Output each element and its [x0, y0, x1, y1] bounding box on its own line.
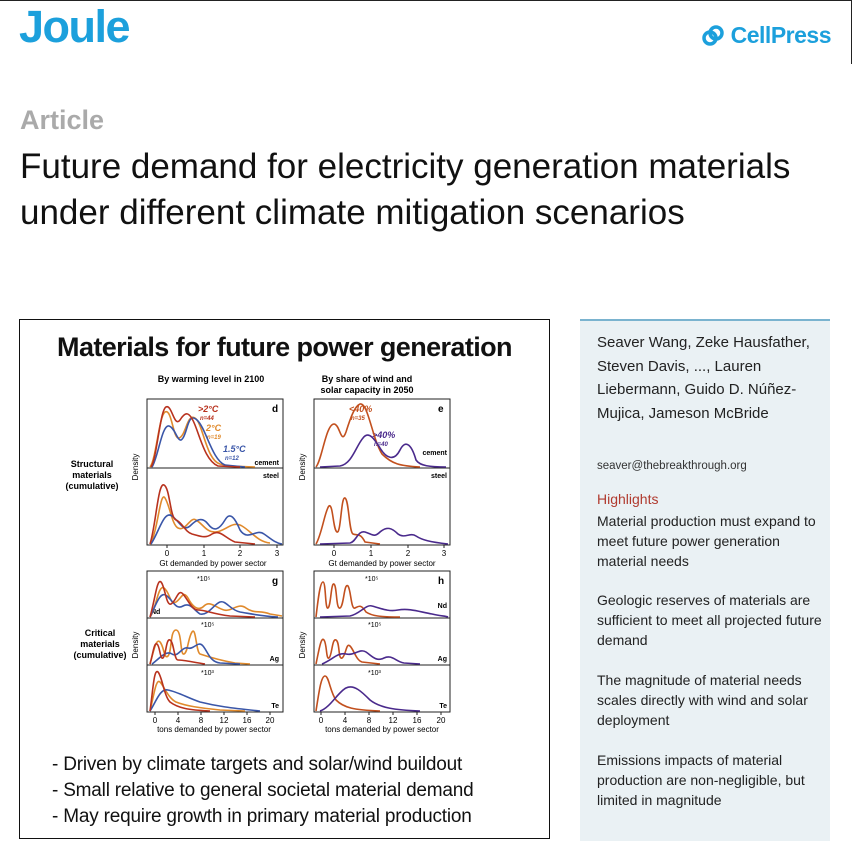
legend-lt40-n: n=35 — [351, 416, 366, 422]
key-point: - Driven by climate targets and solar/wi… — [52, 754, 463, 775]
row-structural-2: materials — [72, 470, 112, 480]
x-label-h: tons demanded by power sector — [325, 725, 439, 734]
highlight-item: Emissions impacts of material production… — [597, 752, 805, 808]
article-type: Article — [20, 105, 105, 135]
tick-h-3: 12 — [389, 716, 398, 725]
legend-15c-n: n=12 — [225, 456, 240, 462]
row-critical-3: (cumulative) — [73, 650, 126, 660]
density-plots: By warming level in 2100 By share of win… — [65, 374, 451, 734]
panel-g-te — [146, 664, 284, 713]
y-label-d: Density — [131, 454, 140, 481]
key-point: - Small relative to general societal mat… — [52, 780, 474, 801]
panel-letter-h: h — [438, 576, 444, 587]
tick-e-1: 1 — [369, 549, 374, 558]
legend-2c-label: 2°C — [205, 423, 222, 433]
legend-gt2-n: n=44 — [200, 416, 215, 422]
tick-g-5: 20 — [266, 716, 275, 725]
label-ag-h: Ag — [438, 656, 447, 663]
legend-lt40-label: <40% — [349, 404, 372, 414]
author-list[interactable]: Seaver Wang, Zeke Hausfather, Steven Dav… — [597, 334, 810, 422]
label-te-h: Te — [439, 703, 447, 710]
cellpress-icon — [701, 24, 724, 46]
label-ag-g: Ag — [270, 656, 279, 663]
tick-e-2: 2 — [406, 549, 411, 558]
panel-e-steel — [313, 467, 451, 546]
label-te-g: Te — [271, 703, 279, 710]
label-steel-d: steel — [263, 473, 279, 480]
publisher-name: CellPress — [730, 22, 832, 48]
top-border — [0, 0, 852, 1]
y-label-e: Density — [298, 454, 307, 481]
legend-gt40-label: >40% — [372, 430, 395, 440]
tick-g-2: 8 — [199, 716, 204, 725]
tick-g-4: 16 — [243, 716, 252, 725]
mult-te-h: *10³ — [368, 670, 382, 677]
row-structural-1: Structural — [71, 459, 114, 469]
panel-h-te — [313, 664, 451, 713]
x-label-d: Gt demanded by power sector — [159, 559, 267, 568]
tick-g-0: 0 — [153, 716, 158, 725]
tick-d-2: 2 — [238, 549, 243, 558]
highlights-heading: Highlights — [597, 491, 659, 507]
key-point: - May require growth in primary material… — [52, 806, 472, 827]
panel-h-nd — [313, 570, 451, 619]
tick-h-2: 8 — [367, 716, 372, 725]
x-label-g: tons demanded by power sector — [157, 725, 271, 734]
highlight-item: Geologic reserves of materials are suffi… — [597, 592, 822, 648]
highlight-item: The magnitude of material needs scales d… — [597, 672, 808, 728]
row-structural-3: (cumulative) — [65, 481, 118, 491]
legend-15c-label: 1.5°C — [223, 444, 246, 454]
mult-nd-h: *10⁵ — [365, 576, 379, 583]
legend-gt40-n: n=40 — [374, 442, 389, 448]
journal-logo[interactable]: Joule — [19, 1, 131, 52]
mult-ag-h: *10⁵ — [368, 622, 382, 629]
y-label-h: Density — [298, 632, 307, 659]
mult-ag-g: *10⁵ — [201, 622, 215, 629]
label-cement-d: cement — [254, 460, 279, 467]
legend-2c-n: n=19 — [207, 435, 222, 441]
label-cement-e: cement — [422, 450, 447, 457]
mult-nd-g: *10⁵ — [197, 576, 211, 583]
tick-h-1: 4 — [343, 716, 348, 725]
panel-letter-d: d — [272, 404, 278, 415]
panel-letter-g: g — [272, 576, 278, 587]
contact-email[interactable]: seaver@thebreakthrough.org — [597, 460, 747, 472]
tick-d-0: 0 — [165, 549, 170, 558]
y-label-g: Density — [131, 632, 140, 659]
panel-g-nd — [146, 570, 284, 619]
label-steel-e: steel — [431, 473, 447, 480]
tick-h-4: 16 — [413, 716, 422, 725]
tick-h-5: 20 — [437, 716, 446, 725]
label-nd-h: Nd — [438, 603, 447, 610]
col-right-title-2: solar capacity in 2050 — [320, 385, 413, 395]
row-critical-1: Critical — [85, 628, 116, 638]
sidebar: Seaver Wang, Zeke Hausfather, Steven Dav… — [580, 319, 830, 841]
col-left-title: By warming level in 2100 — [158, 374, 265, 384]
col-right-title-1: By share of wind and — [322, 374, 413, 384]
tick-g-3: 12 — [220, 716, 229, 725]
tick-h-0: 0 — [319, 716, 324, 725]
tick-d-1: 1 — [202, 549, 207, 558]
graphical-abstract-title: Materials for future power generation — [57, 332, 512, 362]
graphical-abstract: Materials for future power generation By… — [19, 319, 550, 839]
key-points: - Driven by climate targets and solar/wi… — [52, 752, 474, 830]
tick-d-3: 3 — [275, 549, 280, 558]
legend-gt2-label: >2°C — [198, 404, 219, 414]
row-critical-2: materials — [80, 639, 120, 649]
tick-e-0: 0 — [332, 549, 337, 558]
tick-g-1: 4 — [176, 716, 181, 725]
mult-te-g: *10³ — [201, 670, 215, 677]
highlight-item: Material production must expand to meet … — [597, 513, 816, 569]
panel-letter-e: e — [438, 404, 444, 415]
tick-e-3: 3 — [442, 549, 447, 558]
label-nd-g: Nd — [151, 609, 160, 616]
panel-d-steel — [146, 467, 284, 546]
article-title: Future demand for electricity generation… — [20, 147, 791, 232]
publisher-logo[interactable]: CellPress — [701, 22, 832, 49]
x-label-e: Gt demanded by power sector — [328, 559, 436, 568]
